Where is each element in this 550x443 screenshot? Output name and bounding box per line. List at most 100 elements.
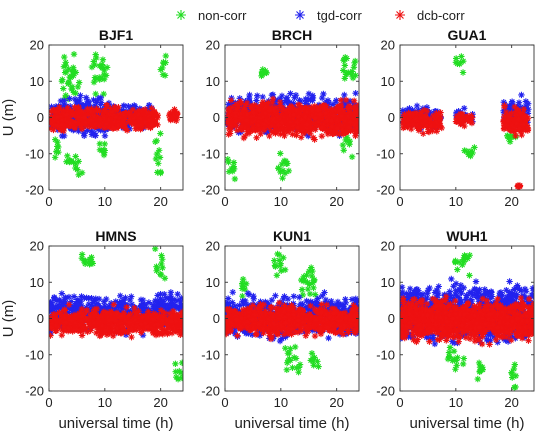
x-tick-label: 20 <box>153 395 167 410</box>
marker-dcb-corr <box>316 103 323 111</box>
marker-non-corr <box>285 167 293 175</box>
marker-non-corr <box>60 85 67 92</box>
marker-dcb-corr <box>517 109 524 117</box>
marker-dcb-corr <box>85 111 92 119</box>
marker-non-corr <box>504 132 511 139</box>
marker-dcb-corr <box>318 305 325 313</box>
marker-dcb-corr <box>89 317 96 325</box>
marker-non-corr <box>349 74 357 82</box>
y-tick-label: -20 <box>25 183 44 198</box>
marker-dcb-corr <box>501 103 508 111</box>
marker-dcb-corr <box>238 126 246 133</box>
marker-dcb-corr <box>73 119 81 126</box>
marker-tgd-corr <box>314 295 321 302</box>
marker-non-corr <box>278 267 285 274</box>
marker-non-corr <box>162 52 170 60</box>
marker-dcb-corr <box>152 328 160 335</box>
marker-tgd-corr <box>154 292 161 299</box>
marker-dcb-corr <box>55 106 62 113</box>
marker-dcb-corr <box>510 124 518 132</box>
marker-non-corr <box>279 174 286 182</box>
marker-tgd-corr <box>65 293 73 301</box>
marker-dcb-corr <box>61 314 69 322</box>
marker-dcb-corr <box>322 109 329 117</box>
marker-dcb-corr <box>76 115 83 123</box>
marker-dcb-corr <box>77 317 85 325</box>
marker-dcb-corr <box>151 109 158 116</box>
marker-tgd-corr <box>116 303 124 310</box>
legend-item-dcb-corr: dcb-corr <box>395 8 465 23</box>
marker-dcb-corr <box>126 112 133 119</box>
marker-dcb-corr <box>325 125 333 133</box>
marker-tgd-corr <box>157 295 164 303</box>
marker-dcb-corr <box>237 114 245 121</box>
marker-dcb-corr <box>250 109 257 116</box>
marker-dcb-corr <box>145 116 153 124</box>
marker-tgd-corr <box>107 299 115 307</box>
marker-tgd-corr <box>225 295 232 302</box>
marker-non-corr <box>351 59 358 67</box>
marker-dcb-corr <box>426 119 433 126</box>
marker-tgd-corr <box>66 95 73 102</box>
marker-dcb-corr <box>87 107 95 115</box>
marker-dcb-corr <box>96 107 103 114</box>
marker-dcb-corr <box>515 122 523 129</box>
marker-non-corr <box>277 168 284 176</box>
marker-tgd-corr <box>167 292 174 300</box>
marker-tgd-corr <box>80 104 88 111</box>
marker-tgd-corr <box>54 301 62 309</box>
marker-dcb-corr <box>268 122 275 129</box>
marker-dcb-corr <box>154 313 161 321</box>
marker-tgd-corr <box>173 297 181 304</box>
marker-dcb-corr <box>296 110 303 118</box>
marker-tgd-corr <box>287 90 294 97</box>
marker-non-corr <box>348 71 355 79</box>
marker-dcb-corr <box>255 122 262 129</box>
marker-dcb-corr <box>233 106 240 113</box>
marker-dcb-corr <box>225 112 232 120</box>
marker-dcb-corr <box>253 114 260 121</box>
marker-tgd-corr <box>332 98 340 106</box>
marker-dcb-corr <box>99 313 107 320</box>
marker-dcb-corr <box>277 116 284 123</box>
marker-dcb-corr <box>341 117 349 124</box>
marker-tgd-corr <box>272 292 279 299</box>
marker-non-corr <box>176 367 183 375</box>
marker-dcb-corr <box>350 111 358 119</box>
marker-dcb-corr <box>346 108 353 116</box>
marker-dcb-corr <box>73 323 80 330</box>
marker-non-corr <box>225 168 233 175</box>
marker-dcb-corr <box>78 305 86 313</box>
marker-dcb-corr <box>506 126 513 133</box>
marker-dcb-corr <box>178 323 183 331</box>
marker-non-corr <box>92 90 99 98</box>
marker-dcb-corr <box>171 106 178 113</box>
marker-dcb-corr <box>336 122 344 130</box>
marker-tgd-corr <box>137 307 144 314</box>
marker-dcb-corr <box>279 126 287 133</box>
marker-dcb-corr <box>71 124 79 132</box>
marker-dcb-corr <box>295 107 302 114</box>
marker-dcb-corr <box>172 311 180 318</box>
marker-tgd-corr <box>95 110 102 118</box>
marker-dcb-corr <box>107 310 115 318</box>
marker-non-corr <box>281 170 289 177</box>
marker-non-corr <box>159 71 167 78</box>
marker-tgd-corr <box>304 96 312 103</box>
marker-non-corr <box>54 138 61 146</box>
marker-non-corr <box>63 158 70 165</box>
marker-tgd-corr <box>93 99 100 106</box>
marker-dcb-corr <box>266 116 273 124</box>
marker-dcb-corr <box>104 309 112 316</box>
marker-dcb-corr <box>173 117 180 124</box>
marker-dcb-corr <box>90 314 97 321</box>
marker-dcb-corr <box>59 112 67 119</box>
marker-non-corr <box>275 165 282 172</box>
marker-dcb-corr <box>351 106 358 114</box>
marker-non-corr <box>64 152 71 160</box>
marker-dcb-corr <box>111 118 118 125</box>
marker-tgd-corr <box>152 298 160 305</box>
y-tick-label: 10 <box>381 74 395 89</box>
marker-dcb-corr <box>270 106 277 114</box>
marker-dcb-corr <box>330 112 338 119</box>
